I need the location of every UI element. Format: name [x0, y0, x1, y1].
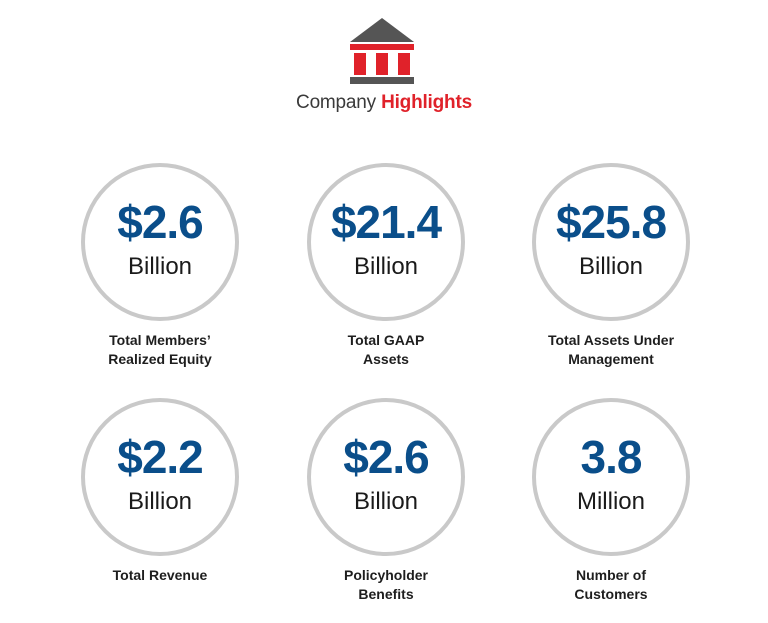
stat-value: $2.2	[117, 431, 204, 483]
title-company: Company	[296, 92, 376, 113]
stat-circle	[307, 398, 465, 556]
stat-circle	[532, 398, 690, 556]
title-highlights: Highlights	[381, 92, 472, 113]
stat-unit: Million	[576, 488, 645, 515]
stat-label: Total Members’ Realized Equity	[60, 331, 260, 369]
stat-value: $25.8	[555, 196, 667, 248]
stat-label-line: Realized Equity	[108, 351, 212, 367]
stat-label: Total Revenue	[60, 566, 260, 585]
stat-circle	[532, 163, 690, 321]
stat-label-line: Benefits	[358, 586, 414, 602]
stat-unit: Billion	[353, 253, 419, 280]
stat-value: $2.6	[343, 431, 430, 483]
stat-label-line: Policyholder	[343, 567, 429, 583]
stat-label-line: Total Revenue	[112, 567, 208, 583]
stat-value: $21.4	[330, 196, 442, 248]
stat-unit: Billion	[578, 253, 644, 280]
stat-label: Policyholder Benefits	[286, 566, 486, 604]
stat-label-line: Total Assets Under	[547, 332, 675, 348]
stat-circle	[81, 398, 239, 556]
stat-label-line: Total Members’	[109, 332, 211, 348]
stat-value: 3.8	[580, 431, 643, 483]
header: Company Highlights	[0, 0, 768, 130]
stat-value: $2.6	[117, 196, 204, 248]
stat-label-line: Total GAAP	[347, 332, 425, 348]
stat-label-line: Customers	[574, 586, 648, 602]
stat-unit: Billion	[353, 488, 419, 515]
stat-unit: Billion	[127, 253, 193, 280]
stat-label: Total Assets Under Management	[511, 331, 711, 369]
stat-label: Number of Customers	[511, 566, 711, 604]
bank-building-icon	[350, 18, 414, 84]
stat-circle	[81, 163, 239, 321]
stat-label-line: Assets	[363, 351, 409, 367]
stat-label-line: Number of	[576, 567, 646, 583]
stat-label: Total GAAP Assets	[286, 331, 486, 369]
page-title: Company Highlights	[0, 92, 768, 114]
stat-circle	[307, 163, 465, 321]
stat-unit: Billion	[127, 488, 193, 515]
stat-label-line: Management	[568, 351, 654, 367]
